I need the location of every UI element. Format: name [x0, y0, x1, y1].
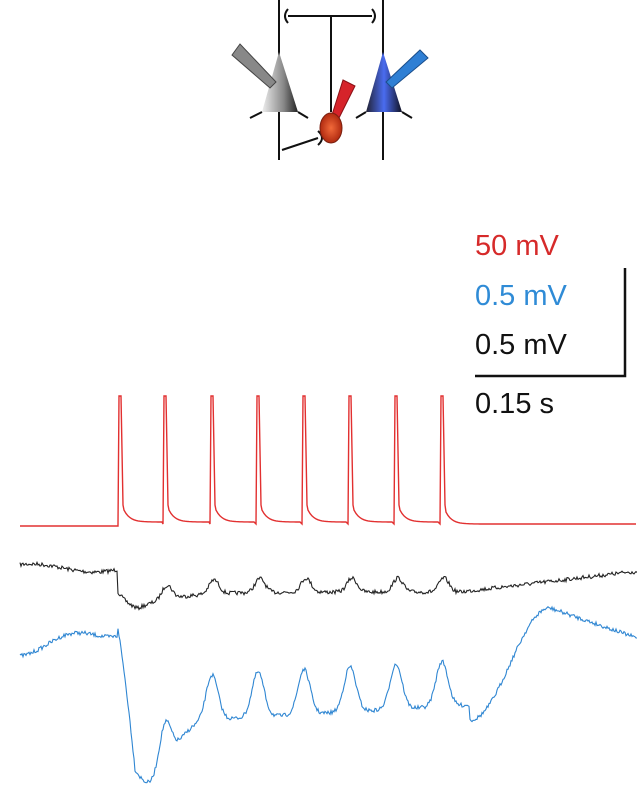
trace-black [19, 560, 637, 611]
scale-label-blue: 0.5 mV [475, 280, 568, 312]
trace-red [20, 395, 636, 527]
scale-label-red: 50 mV [475, 230, 559, 262]
scale-label-time: 0.15 s [475, 388, 554, 420]
scale-label-black: 0.5 mV [475, 329, 568, 361]
trace-blue [19, 605, 637, 784]
cell-diagram [231, 0, 429, 160]
scale-bar [475, 268, 627, 378]
